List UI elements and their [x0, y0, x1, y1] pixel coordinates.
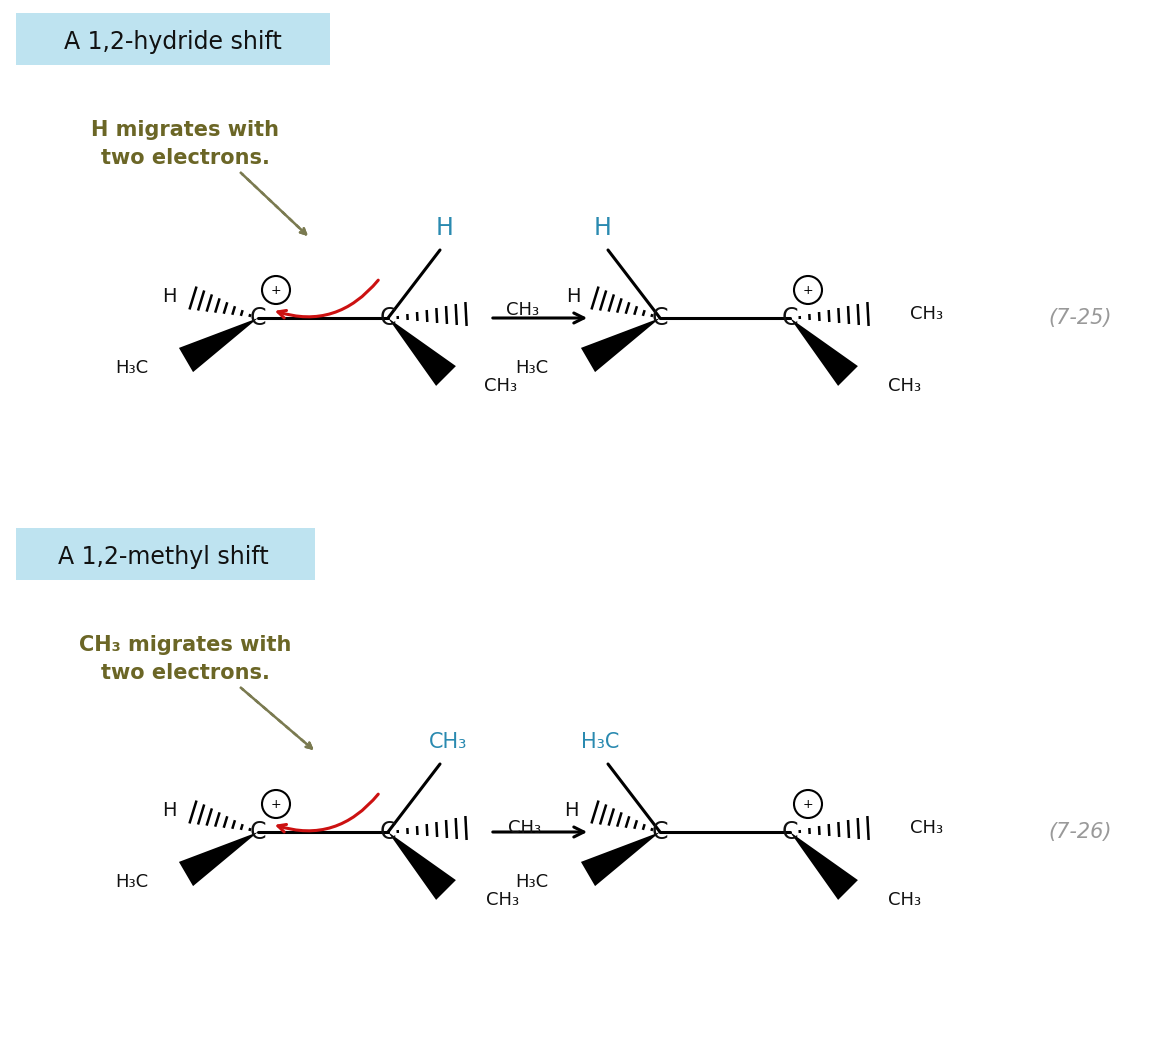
Text: H: H — [162, 800, 177, 819]
Text: H: H — [564, 800, 579, 819]
Polygon shape — [581, 832, 660, 886]
Text: C: C — [651, 306, 669, 329]
Text: (7-26): (7-26) — [1049, 822, 1112, 842]
Text: CH₃: CH₃ — [506, 301, 539, 319]
Text: two electrons.: two electrons. — [100, 663, 269, 683]
Text: CH₃: CH₃ — [429, 732, 467, 752]
Text: CH₃: CH₃ — [910, 819, 943, 837]
Polygon shape — [178, 832, 258, 886]
Text: C: C — [250, 306, 266, 329]
Text: H: H — [566, 287, 581, 305]
Text: H₃C: H₃C — [115, 359, 148, 377]
Text: H₃C: H₃C — [115, 873, 148, 891]
Text: (7-25): (7-25) — [1049, 308, 1112, 328]
Text: C: C — [651, 820, 669, 844]
Text: CH₃: CH₃ — [486, 891, 519, 909]
Text: H: H — [594, 217, 612, 240]
Text: +: + — [802, 797, 814, 811]
Text: C: C — [380, 820, 396, 844]
Text: +: + — [270, 283, 281, 296]
Text: C: C — [782, 306, 799, 329]
Text: CH₃ migrates with: CH₃ migrates with — [78, 635, 291, 655]
Text: C: C — [250, 820, 266, 844]
Text: H: H — [162, 287, 177, 305]
Polygon shape — [388, 318, 456, 386]
Polygon shape — [178, 318, 258, 372]
Polygon shape — [790, 318, 857, 386]
Text: CH₃: CH₃ — [508, 819, 541, 837]
Text: CH₃: CH₃ — [889, 377, 921, 395]
Text: CH₃: CH₃ — [910, 305, 943, 323]
Text: H₃C: H₃C — [514, 873, 548, 891]
Text: H₃C: H₃C — [514, 359, 548, 377]
Polygon shape — [581, 318, 660, 372]
Text: two electrons.: two electrons. — [100, 147, 269, 168]
Polygon shape — [388, 832, 456, 900]
Text: H: H — [436, 217, 453, 240]
FancyBboxPatch shape — [16, 13, 330, 65]
Text: CH₃: CH₃ — [889, 891, 921, 909]
Text: A 1,2-hydride shift: A 1,2-hydride shift — [64, 30, 282, 54]
Text: A 1,2-methyl shift: A 1,2-methyl shift — [58, 545, 268, 569]
Text: +: + — [802, 283, 814, 296]
Polygon shape — [790, 832, 857, 900]
Text: CH₃: CH₃ — [485, 377, 517, 395]
Text: H migrates with: H migrates with — [91, 120, 279, 140]
Text: C: C — [782, 820, 799, 844]
Text: +: + — [270, 797, 281, 811]
Text: H₃C: H₃C — [581, 732, 619, 752]
FancyBboxPatch shape — [16, 528, 315, 579]
Text: C: C — [380, 306, 396, 329]
